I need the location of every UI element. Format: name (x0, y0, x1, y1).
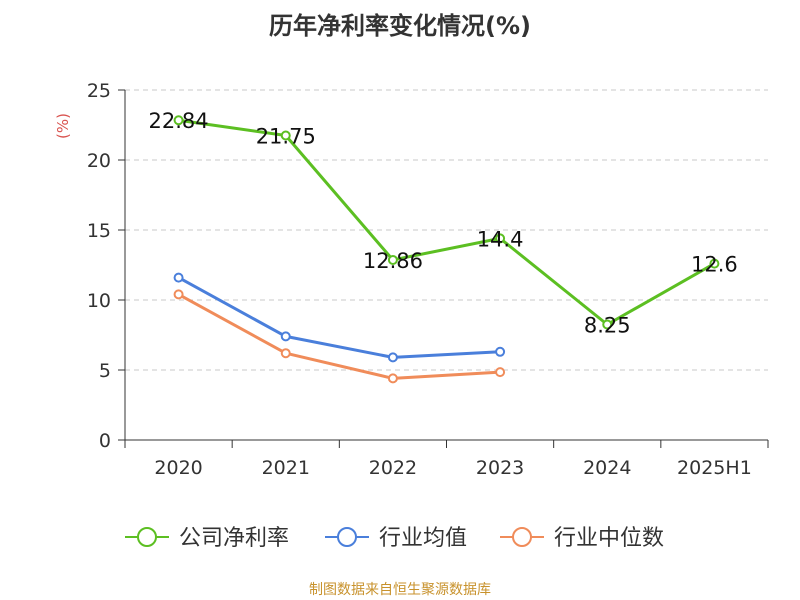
series-line (177, 293, 501, 380)
legend-marker (337, 527, 357, 547)
data-point (495, 233, 506, 244)
data-point (387, 373, 398, 384)
y-tick-label: 25 (87, 80, 111, 102)
legend-marker (512, 527, 532, 547)
x-tick-label: 2020 (154, 457, 202, 479)
y-tick-label: 5 (99, 360, 111, 382)
legend-label: 行业均值 (379, 526, 467, 551)
y-tick-label: 10 (87, 290, 111, 312)
x-tick-label: 2022 (369, 457, 417, 479)
legend: 公司净利率 行业均值 行业中位数 (125, 526, 664, 551)
axes: 0 5 10 15 20 25 2020 2021 2022 2023 2024 2025H1 (87, 80, 769, 479)
data-label: 12.86 (363, 249, 423, 273)
data-label: 12.6 (691, 253, 738, 277)
legend-label: 公司净利率 (179, 526, 289, 551)
legend-marker (137, 527, 157, 547)
legend-item: 公司净利率 (125, 526, 289, 551)
legend-item: 行业中位数 (500, 526, 664, 551)
grid-lines (125, 89, 768, 371)
data-label: 8.25 (584, 314, 631, 338)
chart-title: 历年净利率变化情况(%) (269, 12, 531, 40)
legend-item: 行业均值 (325, 526, 467, 551)
data-point (280, 331, 291, 342)
series-line (177, 276, 501, 359)
data-point (173, 272, 184, 283)
series (173, 115, 720, 384)
y-tick-label: 15 (87, 220, 111, 242)
data-point (280, 130, 291, 141)
x-tick-label: 2021 (262, 457, 310, 479)
y-tick-label: 20 (87, 150, 111, 172)
data-label: 21.75 (256, 125, 316, 149)
data-point (709, 258, 720, 269)
data-labels: 22.84 21.75 12.86 14.4 8.25 12.6 (149, 109, 738, 337)
source-note: 制图数据来自恒生聚源数据库 (309, 582, 491, 598)
y-axis-label: (%) (54, 113, 72, 139)
series-line (178, 118, 716, 326)
data-point (173, 115, 184, 126)
x-tick-label: 2023 (476, 457, 524, 479)
data-point (387, 254, 398, 265)
y-tick-label: 0 (99, 430, 111, 452)
data-label: 14.4 (477, 227, 524, 251)
data-point (280, 348, 291, 359)
x-tick-label: 2024 (583, 457, 631, 479)
data-point (602, 319, 613, 330)
data-point (173, 289, 184, 300)
data-point (495, 346, 506, 357)
data-label: 22.84 (149, 109, 209, 133)
legend-label: 行业中位数 (554, 526, 664, 551)
data-point (495, 367, 506, 378)
data-point (387, 352, 398, 363)
x-tick-label: 2025H1 (677, 457, 752, 479)
